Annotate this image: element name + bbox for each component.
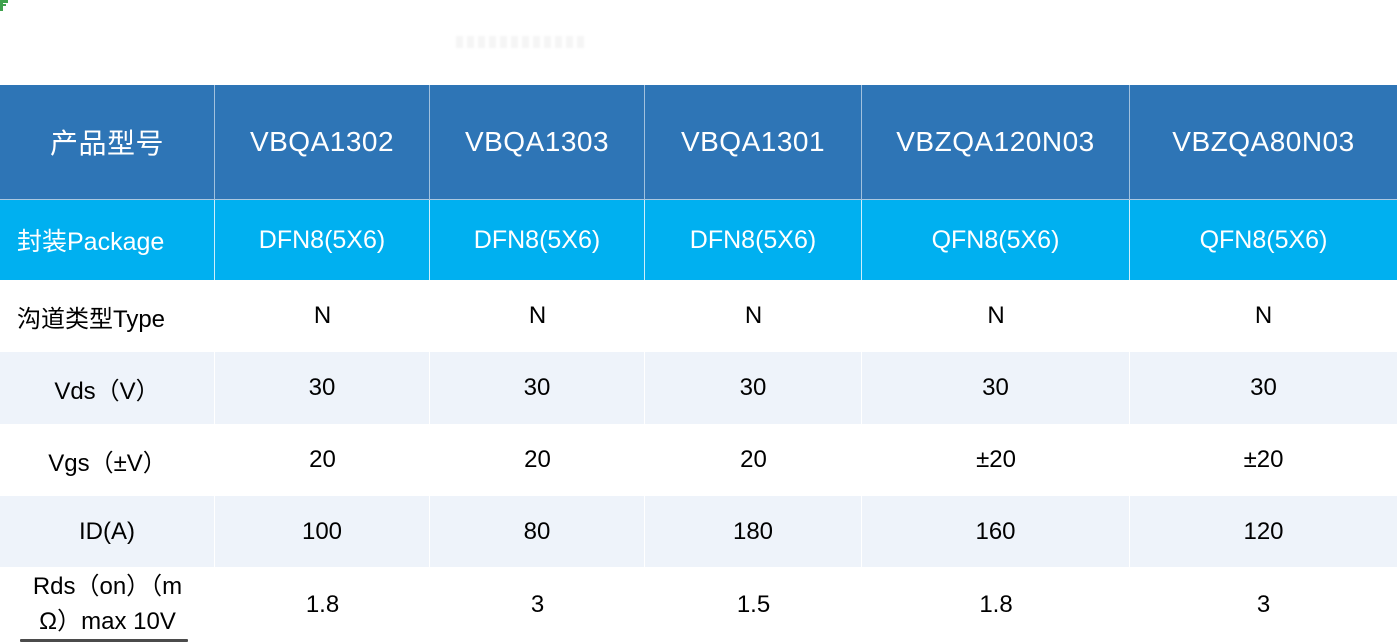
- cell-package-3: DFN8(5X6): [645, 200, 862, 280]
- cell-type-4: N: [862, 280, 1130, 352]
- cell-vds-5: 30: [1130, 352, 1397, 424]
- cell-rds-3: 1.5: [645, 567, 862, 642]
- cell-id-1: 100: [215, 496, 430, 567]
- row-label-vds: Vds（V）: [0, 352, 215, 424]
- cell-vgs-5: ±20: [1130, 424, 1397, 496]
- cell-package-4: QFN8(5X6): [862, 200, 1130, 280]
- row-label-type: 沟道类型Type: [0, 280, 215, 352]
- cell-rds-1: 1.8: [215, 567, 430, 642]
- cell-rds-4: 1.8: [862, 567, 1130, 642]
- cell-type-3: N: [645, 280, 862, 352]
- cutoff-text-artifact: [20, 639, 188, 642]
- cell-id-4: 160: [862, 496, 1130, 567]
- cell-vds-4: 30: [862, 352, 1130, 424]
- cell-package-2: DFN8(5X6): [430, 200, 645, 280]
- corner-mark-icon: [0, 0, 8, 11]
- header-model-4: VBZQA120N03: [862, 85, 1130, 200]
- cell-package-1: DFN8(5X6): [215, 200, 430, 280]
- faint-watermark: [456, 36, 584, 48]
- header-model-3: VBQA1301: [645, 85, 862, 200]
- cell-vgs-4: ±20: [862, 424, 1130, 496]
- cell-vgs-3: 20: [645, 424, 862, 496]
- cell-rds-5: 3: [1130, 567, 1397, 642]
- cell-vds-1: 30: [215, 352, 430, 424]
- header-label: 产品型号: [0, 85, 215, 200]
- cell-vds-3: 30: [645, 352, 862, 424]
- row-label-vgs: Vgs（±V）: [0, 424, 215, 496]
- product-spec-table: 产品型号 VBQA1302 VBQA1303 VBQA1301 VBZQA120…: [0, 85, 1397, 642]
- header-model-1: VBQA1302: [215, 85, 430, 200]
- cell-id-3: 180: [645, 496, 862, 567]
- row-label-package: 封装Package: [0, 200, 215, 280]
- cell-id-5: 120: [1130, 496, 1397, 567]
- cell-type-1: N: [215, 280, 430, 352]
- cell-type-5: N: [1130, 280, 1397, 352]
- cell-id-2: 80: [430, 496, 645, 567]
- cell-vgs-2: 20: [430, 424, 645, 496]
- row-label-rds: Rds（on）（m Ω）max 10V: [0, 567, 215, 642]
- cell-type-2: N: [430, 280, 645, 352]
- row-label-id: ID(A): [0, 496, 215, 567]
- header-model-2: VBQA1303: [430, 85, 645, 200]
- cell-vgs-1: 20: [215, 424, 430, 496]
- cell-vds-2: 30: [430, 352, 645, 424]
- header-model-5: VBZQA80N03: [1130, 85, 1397, 200]
- cell-package-5: QFN8(5X6): [1130, 200, 1397, 280]
- cell-rds-2: 3: [430, 567, 645, 642]
